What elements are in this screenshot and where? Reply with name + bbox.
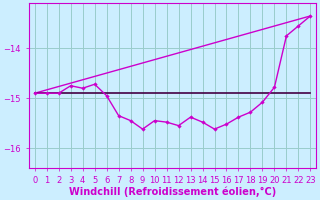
X-axis label: Windchill (Refroidissement éolien,°C): Windchill (Refroidissement éolien,°C) <box>69 186 276 197</box>
